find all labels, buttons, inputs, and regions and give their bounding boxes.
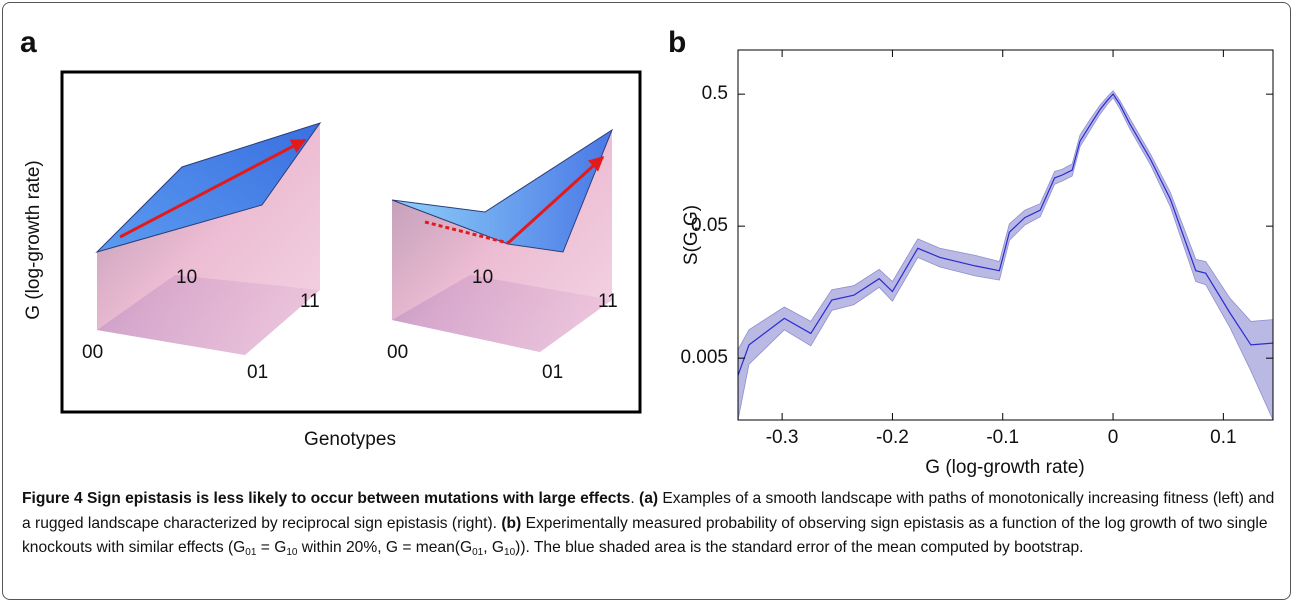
caption-text: )). The blue shaded area is the standard… (515, 539, 1084, 557)
y-tick-label: 0.05 (691, 215, 728, 236)
panel-a-box (60, 70, 642, 414)
genotype-label: 00 (82, 342, 103, 363)
caption-bold: (b) (501, 514, 522, 532)
caption-text: Examples of a smooth landscape with path… (22, 490, 1275, 532)
plot-frame (737, 49, 1274, 421)
genotype-label: 00 (387, 342, 408, 363)
caption-subscript: 10 (504, 547, 516, 559)
caption-text: Experimentally measured probability of o… (22, 514, 1268, 557)
figure: a G (log-growth rate) Genotypes 00 10 11… (20, 26, 1274, 478)
caption-text: = G (256, 539, 287, 557)
x-tick-label: 0.1 (1210, 427, 1236, 448)
genotype-label: 10 (176, 267, 197, 288)
x-tick-label: -0.3 (766, 427, 799, 448)
caption-bold: Figure 4 Sign epistasis is less likely t… (22, 490, 631, 507)
x-axis-label: G (log-growth rate) (925, 457, 1084, 478)
x-tick-label: -0.1 (986, 427, 1019, 448)
genotype-label: 11 (598, 291, 618, 312)
y-axis-label: G (log-growth rate) (23, 160, 44, 319)
genotype-label: 01 (247, 362, 268, 383)
smooth-landscape: 00 10 11 01 (82, 122, 322, 383)
y-tick-label: 0.5 (702, 83, 728, 104)
x-tick-label: -0.2 (876, 427, 909, 448)
panel-label: b (668, 26, 686, 59)
rugged-landscape: 00 10 11 01 (387, 128, 618, 383)
y-tick-label: 0.005 (680, 347, 728, 368)
y-axis-label: S(G,G) (681, 205, 702, 265)
genotype-label: 01 (542, 362, 563, 383)
genotype-label: 11 (300, 291, 320, 312)
data-line (737, 93, 1274, 376)
caption: Figure 4 Sign epistasis is less likely t… (22, 487, 1280, 561)
genotype-label: 10 (472, 267, 493, 288)
caption-text: , G (483, 539, 505, 557)
plot-area: 0.5 0.05 0.005 -0.3 -0.2 -0.1 0 0.1 (680, 49, 1274, 448)
caption-subscript: 01 (245, 547, 257, 559)
caption-bold: (a) (639, 490, 659, 507)
panel-label: a (20, 26, 37, 59)
caption-text: within 20%, G = mean(G (297, 539, 473, 557)
error-band (737, 90, 1274, 421)
caption-text: . (630, 490, 640, 507)
x-tick-label: 0 (1108, 427, 1119, 448)
caption-subscript: 01 (472, 547, 484, 559)
x-axis-label: Genotypes (304, 429, 396, 450)
caption-subscript: 10 (286, 547, 298, 559)
